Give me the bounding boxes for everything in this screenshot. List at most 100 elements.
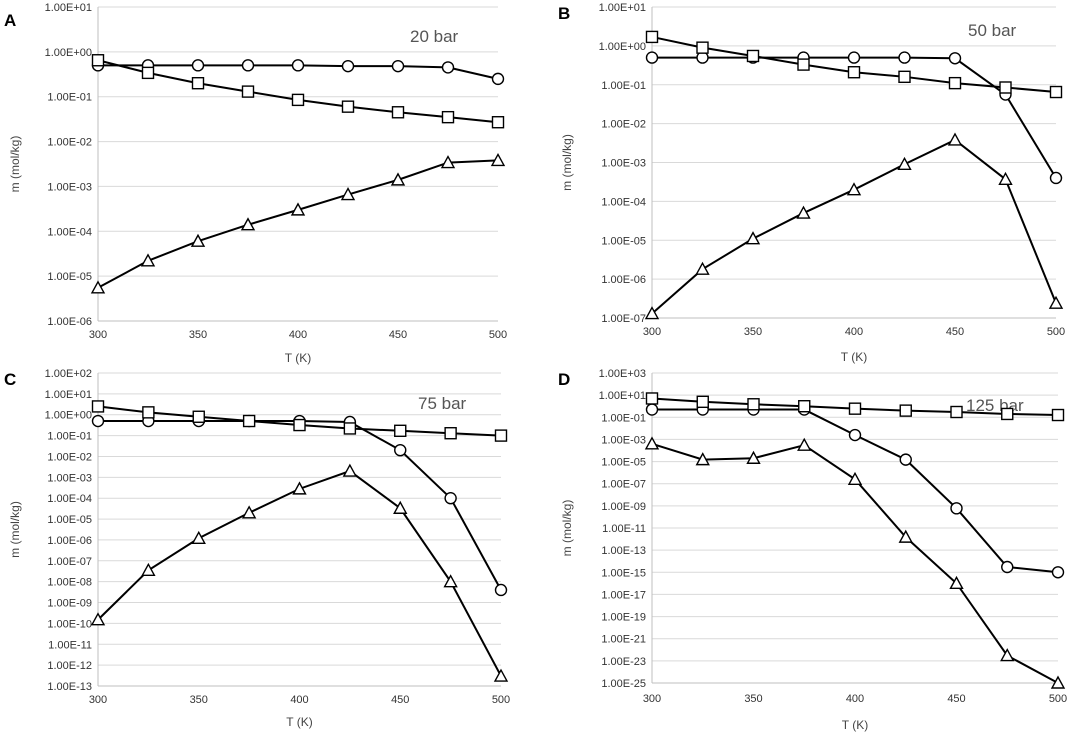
pressure-annotation: 75 bar [418,394,467,413]
y-tick-label: 1.00E-23 [601,656,646,668]
marker-triangle [141,562,156,577]
x-tick-label: 400 [846,693,864,705]
marker-triangle [846,182,862,196]
marker-square [645,392,659,405]
marker-square [142,406,155,419]
series-line-triangle [651,138,1057,315]
marker-square [441,110,455,124]
marker-triangle [898,529,913,543]
x-tick-label: 450 [389,329,407,341]
marker-square [141,66,155,80]
y-tick-label: 1.00E+01 [599,390,646,402]
y-tick-label: 1.00E-05 [601,457,646,469]
marker-square [747,398,760,411]
marker-triangle [897,156,912,170]
y-tick-label: 1.00E-13 [601,545,646,557]
marker-circle [899,453,912,466]
y-tick-label: 1.00E+02 [45,368,92,380]
marker-circle [950,502,963,515]
marker-square [444,427,457,440]
marker-circle [444,492,457,505]
marker-square [341,100,355,113]
x-tick-label: 450 [391,694,409,706]
series-line-square [651,35,1057,94]
pressure-annotation: 20 bar [410,27,459,46]
y-axis-title: m (mol/kg) [560,134,574,191]
marker-triangle [796,205,811,219]
y-tick-label: 1.00E+01 [45,2,92,14]
marker-square [848,402,862,415]
y-tick-label: 1.00E+03 [599,368,646,380]
marker-square [391,106,405,119]
y-tick-label: 1.00E-07 [47,556,92,568]
marker-circle [494,583,508,597]
x-tick-label: 300 [643,326,661,338]
marker-square [899,404,912,417]
marker-square [696,395,709,409]
marker-triangle [644,436,660,450]
marker-square [1049,85,1063,99]
marker-triangle [695,452,710,466]
marker-circle [291,59,305,72]
x-tick-label: 500 [1049,693,1067,705]
marker-triangle [746,450,761,464]
x-tick-label: 500 [489,329,507,341]
x-axis-title: T (K) [841,350,867,364]
marker-circle [491,72,505,86]
panel-label: B [558,4,570,23]
marker-circle [1049,171,1063,185]
y-tick-label: 1.00E-19 [601,612,646,624]
y-tick-label: 1.00E+00 [45,410,92,422]
marker-circle [191,59,205,72]
marker-circle [241,59,255,72]
marker-triangle [847,471,863,486]
y-tick-label: 1.00E-15 [601,567,646,579]
marker-circle [341,59,355,73]
marker-triangle [443,574,458,588]
marker-triangle [1050,675,1066,689]
marker-square [91,400,105,413]
marker-square [242,414,256,428]
y-tick-label: 1.00E-06 [47,316,92,328]
x-tick-label: 500 [492,694,510,706]
marker-triangle [695,261,710,275]
marker-square [948,76,962,90]
marker-square [491,116,505,129]
y-tick-label: 1.00E-05 [47,514,92,526]
x-axis-title: T (K) [285,351,311,365]
y-axis-title: m (mol/kg) [8,501,22,558]
marker-triangle [797,437,812,451]
y-tick-label: 1.00E-07 [601,479,646,491]
y-tick-label: 1.00E-02 [601,119,646,131]
y-tick-label: 1.00E-13 [47,681,92,693]
y-tick-label: 1.00E-03 [47,472,92,484]
y-tick-label: 1.00E-02 [47,451,92,463]
marker-square [1051,408,1065,422]
y-tick-label: 1.00E-09 [47,598,92,610]
marker-triangle [340,187,356,201]
y-tick-label: 1.00E-04 [47,226,92,238]
marker-square [847,66,861,79]
marker-square [291,93,305,107]
marker-square [241,85,255,98]
marker-square [293,418,306,432]
marker-triangle [440,155,456,169]
y-tick-label: 1.00E-05 [47,271,92,283]
y-tick-label: 1.00E-07 [601,313,646,325]
marker-circle [391,59,405,73]
marker-triangle [290,202,306,216]
y-tick-label: 1.00E-06 [601,274,646,286]
marker-circle [441,61,455,74]
x-tick-label: 450 [946,326,964,338]
y-tick-label: 1.00E-17 [601,589,646,601]
marker-square [191,77,205,90]
y-tick-label: 1.00E+00 [599,41,646,53]
marker-triangle [949,575,964,590]
y-axis-title: m (mol/kg) [560,500,574,557]
x-tick-label: 450 [947,693,965,705]
marker-circle [948,52,962,65]
x-tick-label: 350 [190,694,208,706]
marker-triangle [191,530,206,544]
y-tick-label: 1.00E+00 [45,47,92,59]
y-tick-label: 1.00E-04 [47,493,92,505]
